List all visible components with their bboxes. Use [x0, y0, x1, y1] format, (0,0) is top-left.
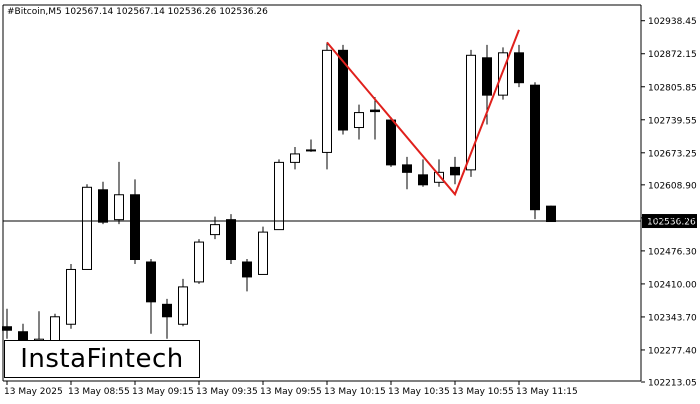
candle-body-bearish — [226, 219, 236, 261]
candle-body-bullish — [258, 231, 268, 275]
candle-body-bullish — [498, 52, 508, 96]
y-tick-label: 102410.00 — [648, 280, 697, 290]
current-price-label-bg — [642, 214, 697, 229]
y-tick-label: 102213.05 — [648, 378, 697, 388]
candle — [322, 42, 332, 170]
y-tick-label: 102542.60 — [648, 214, 697, 224]
candle-body-bearish — [98, 189, 108, 223]
candle — [418, 159, 428, 187]
candle-body-bullish — [66, 268, 76, 325]
candle — [402, 156, 412, 190]
x-tick-label: 13 May 10:35 — [388, 387, 450, 397]
candle-body-bullish — [114, 194, 124, 221]
candle — [210, 216, 220, 240]
x-tick-label: 13 May 2025 — [4, 387, 63, 397]
candles-group — [2, 42, 556, 364]
candle-body-bullish — [306, 149, 316, 152]
candle-body-bearish — [514, 52, 524, 84]
candle-body-bullish — [82, 186, 92, 270]
candle-body-bearish — [370, 109, 380, 113]
candle — [306, 139, 316, 152]
candle — [274, 159, 284, 231]
y-axis-ticks: 102938.45 102872.15 102805.85 102739.55 1026… — [641, 17, 697, 388]
x-tick-label: 13 May 09:35 — [196, 387, 258, 397]
candle — [178, 278, 188, 327]
candle-body-bullish — [290, 153, 300, 163]
candle — [66, 263, 76, 329]
candle-body-bearish — [242, 261, 252, 278]
candle-body-bearish — [386, 119, 396, 166]
candle-body-bullish — [178, 286, 188, 325]
candle — [258, 226, 268, 275]
x-tick-label: 13 May 11:15 — [516, 387, 578, 397]
candle-body-bearish — [482, 57, 492, 96]
candle-body-bearish — [546, 205, 556, 223]
current-price-label: 102536.26 — [647, 218, 696, 228]
axes-group — [2, 4, 642, 382]
y-tick-label: 102872.15 — [648, 50, 697, 60]
candle-body-bullish — [354, 112, 364, 129]
candle — [98, 181, 108, 225]
candle — [466, 49, 476, 177]
candle-body-bearish — [418, 174, 428, 186]
candle — [290, 146, 300, 170]
candle — [130, 179, 140, 264]
candle — [242, 259, 252, 292]
candle-body-bearish — [130, 194, 140, 261]
candle — [450, 156, 460, 185]
candle-body-bearish — [146, 261, 156, 303]
candle-body-bearish — [530, 84, 540, 211]
candle — [114, 161, 124, 225]
candle — [354, 104, 364, 140]
candle — [226, 214, 236, 264]
candle-body-bearish — [450, 166, 460, 176]
y-tick-label: 102608.90 — [648, 181, 697, 191]
candle-body-bullish — [322, 49, 332, 153]
candle — [162, 298, 172, 339]
candle-body-bullish — [210, 224, 220, 236]
x-tick-label: 13 May 09:15 — [132, 387, 194, 397]
candle-body-bearish — [162, 303, 172, 318]
candle — [146, 259, 156, 334]
candle — [546, 205, 556, 223]
y-tick-label: 102938.45 — [648, 17, 697, 27]
candle — [434, 159, 444, 187]
candle — [386, 117, 396, 167]
y-tick-label: 102476.30 — [648, 247, 697, 257]
y-tick-label: 102673.25 — [648, 149, 697, 159]
x-axis-ticks: 13 May 2025 13 May 08:55 13 May 09:15 13 Ma… — [4, 381, 578, 397]
pattern-line-group — [326, 29, 520, 197]
candle-body-bullish — [434, 171, 444, 183]
candle — [530, 82, 540, 220]
candle — [370, 97, 380, 140]
candle — [514, 44, 524, 88]
current-price-group: 102536.26 — [3, 214, 697, 229]
y-tick-label: 102277.40 — [648, 346, 697, 356]
instafintech-logo: InstaFintech — [4, 340, 200, 378]
x-tick-label: 13 May 09:55 — [260, 387, 322, 397]
y-tick-label: 102343.70 — [648, 313, 697, 323]
candle-body-bullish — [274, 161, 284, 231]
candle — [194, 239, 204, 284]
x-tick-label: 13 May 10:15 — [324, 387, 386, 397]
x-tick-label: 13 May 10:55 — [452, 387, 514, 397]
candle-body-bullish — [194, 241, 204, 283]
pattern-line — [326, 29, 520, 197]
candle-body-bearish — [338, 49, 348, 131]
chart-header: #Bitcoin,M5 102567.14 102567.14 102536.2… — [7, 7, 268, 17]
x-tick-label: 13 May 08:55 — [68, 387, 130, 397]
y-tick-label: 102805.85 — [648, 83, 697, 93]
logo-text: InstaFintech — [20, 344, 184, 374]
candle-body-bullish — [466, 54, 476, 171]
candle-body-bearish — [402, 164, 412, 173]
candle — [338, 44, 348, 135]
candle-body-bearish — [2, 326, 12, 331]
candle — [82, 184, 92, 270]
y-tick-label: 102739.55 — [648, 116, 697, 126]
